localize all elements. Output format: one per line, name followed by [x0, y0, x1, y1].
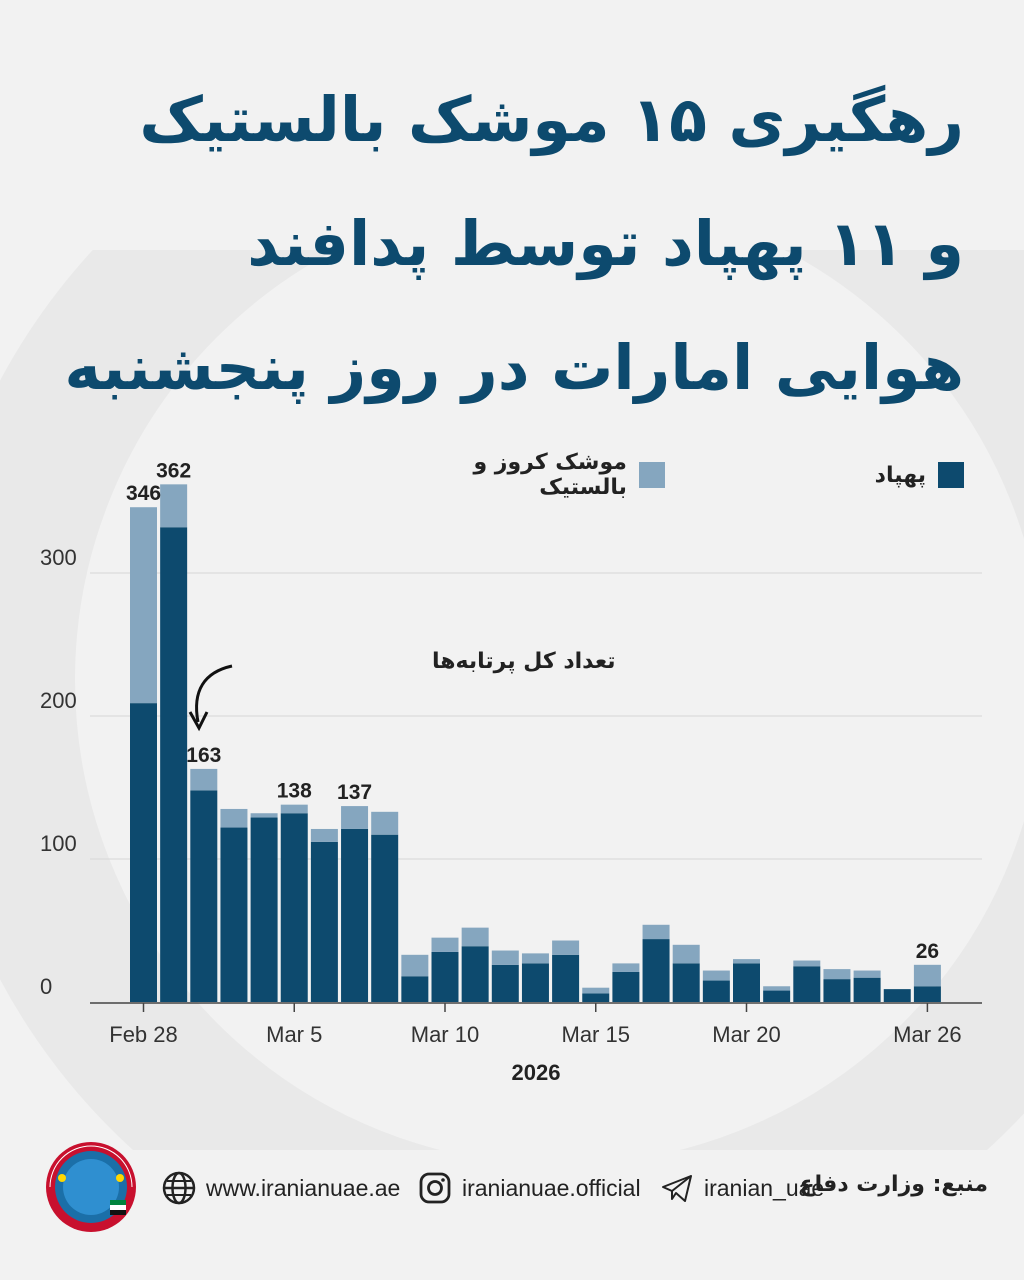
- bar-drone: [160, 527, 188, 1002]
- bar-drone: [733, 963, 760, 1002]
- bar-missile: [582, 987, 610, 994]
- instagram-icon: [419, 1172, 451, 1204]
- bar-missile: [521, 953, 549, 964]
- bar-drone: [853, 977, 881, 1002]
- title-line-1: رهگیری ۱۵ موشک بالستیک: [139, 83, 964, 156]
- legend-item-drone: پهپاد: [875, 462, 964, 488]
- bar-drone: [642, 939, 670, 1002]
- x-tick-label: Mar 5: [266, 1022, 322, 1047]
- annotation-text: تعداد کل پرتابه‌ها: [432, 649, 616, 674]
- bar-total-label: 362: [156, 459, 191, 482]
- website-text: www.iranianuae.ae: [206, 1174, 401, 1201]
- title-line-2: و ۱۱ پهپاد توسط پدافند: [247, 207, 964, 280]
- x-axis-title: 2026: [512, 1060, 561, 1085]
- bar-drone: [582, 993, 610, 1002]
- bar-drone: [763, 990, 791, 1002]
- chart-legend: پهپاد موشک کروز و بالستیک: [380, 450, 964, 500]
- bar-drone: [823, 979, 851, 1002]
- bar-drone: [552, 954, 580, 1002]
- bar-missile: [702, 970, 730, 981]
- bar-total-label: 346: [126, 482, 161, 505]
- bar-missile: [823, 969, 851, 980]
- legend-swatch-drone: [938, 462, 964, 488]
- x-tick-label: Feb 28: [109, 1022, 178, 1047]
- annotation: تعداد کل پرتابه‌ها: [188, 649, 616, 732]
- annotation-arrow: [195, 664, 233, 723]
- y-tick-label: 200: [40, 688, 77, 713]
- bar-drone: [401, 976, 429, 1002]
- bar-missile: [341, 806, 369, 829]
- bar-drone: [190, 790, 218, 1002]
- bar-drone: [612, 971, 640, 1002]
- bar-missile: [853, 970, 881, 978]
- source-credit: منبع: وزارت دفاع: [799, 1172, 988, 1197]
- instagram-link[interactable]: iranianuae.official: [418, 1170, 641, 1206]
- bar-missile: [220, 808, 248, 828]
- footer: www.iranianuae.ae iranianuae.official ir…: [0, 1140, 1024, 1250]
- bar-missile: [160, 484, 188, 528]
- bar-total-label: 137: [337, 781, 372, 804]
- bar-drone: [371, 834, 399, 1002]
- bar-missile: [763, 986, 791, 991]
- legend-swatch-missile: [638, 462, 665, 488]
- y-tick-label: 300: [40, 545, 77, 570]
- instagram-text: iranianuae.official: [462, 1174, 641, 1201]
- bar-total-label: 26: [916, 940, 939, 963]
- x-tick-label: Mar 15: [562, 1022, 630, 1047]
- bar-drone: [883, 989, 911, 1002]
- x-tick-label: Mar 26: [893, 1022, 961, 1047]
- chart-title: رهگیری ۱۵ موشک بالستیک و ۱۱ پهپاد توسط پ…: [64, 58, 964, 430]
- telegram-link[interactable]: iranian_uae: [660, 1170, 824, 1206]
- bar-missile: [310, 828, 338, 842]
- bar-drone: [521, 963, 549, 1002]
- bar-drone: [702, 980, 730, 1002]
- legend-label-missile: موشک کروز و بالستیک: [473, 450, 627, 500]
- bar-missile: [672, 944, 700, 964]
- bar-drone: [280, 813, 308, 1002]
- bar-drone: [310, 841, 338, 1002]
- telegram-icon: [662, 1175, 692, 1202]
- bar-missile: [371, 811, 399, 835]
- bar-drone: [793, 966, 821, 1002]
- bar-total-label: 163: [186, 744, 221, 767]
- bar-drone: [431, 951, 459, 1002]
- x-tick-label: Mar 10: [411, 1022, 479, 1047]
- iranian-uae-logo: [46, 1142, 136, 1232]
- bar-total-label: 138: [277, 780, 312, 803]
- bar-drone: [341, 828, 369, 1002]
- bar-drone: [672, 963, 700, 1002]
- bar-drone: [461, 946, 489, 1002]
- bar-missile: [190, 768, 218, 791]
- bar-missile: [401, 954, 429, 977]
- bar-drone: [250, 817, 278, 1002]
- bar-drone: [491, 964, 519, 1002]
- bar-missile: [733, 959, 760, 964]
- bar-missile: [280, 804, 308, 814]
- bar-drone: [130, 703, 157, 1002]
- bar-drone: [913, 986, 941, 1002]
- bar-missile: [431, 937, 459, 952]
- bar-missile: [461, 927, 489, 947]
- bar-missile: [793, 960, 821, 967]
- legend-label-drone: پهپاد: [874, 462, 926, 488]
- title-line-3: هوایی امارات در روز پنجشنبه: [64, 331, 964, 404]
- bar-missile: [250, 813, 278, 818]
- legend-item-missile: موشک کروز و بالستیک: [380, 450, 665, 500]
- y-tick-label: 0: [40, 974, 52, 999]
- website-link[interactable]: www.iranianuae.ae: [162, 1170, 400, 1206]
- x-tick-label: Mar 20: [712, 1022, 780, 1047]
- bar-missile: [612, 963, 640, 972]
- bar-drone: [220, 827, 248, 1002]
- annotation-arrowhead: [188, 711, 209, 732]
- bar-missile: [913, 964, 941, 987]
- y-tick-label: 100: [40, 831, 77, 856]
- globe-icon: [162, 1171, 196, 1205]
- bar-missile: [491, 950, 519, 965]
- bar-missile: [130, 507, 157, 704]
- telegram-text: iranian_uae: [704, 1174, 825, 1201]
- bar-missile: [552, 940, 580, 955]
- bar-missile: [642, 924, 670, 940]
